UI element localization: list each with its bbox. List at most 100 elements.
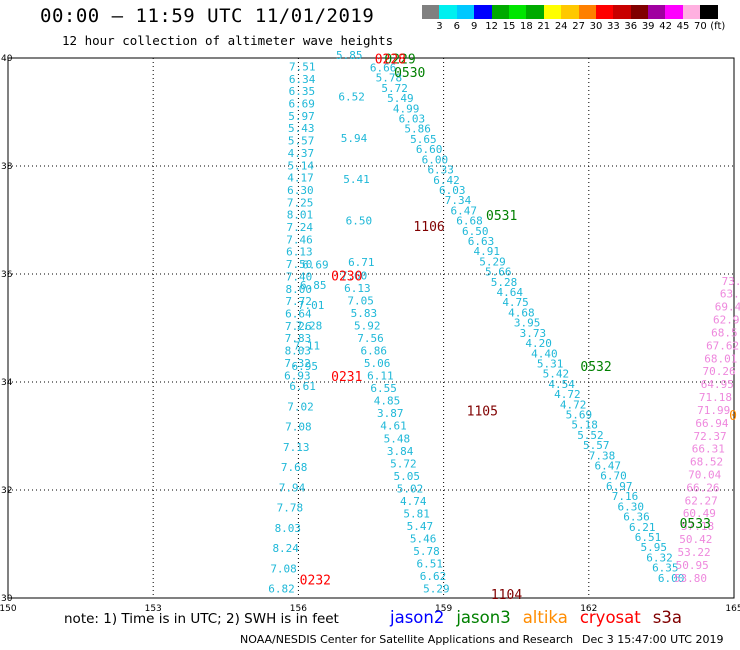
wave-height-value: 4.85 [374, 395, 401, 408]
latitude-tick-label: 40 [1, 54, 13, 64]
wave-height-value: 7.01 [298, 299, 325, 312]
pass-time-label: 1105 [467, 404, 498, 419]
wave-height-value: 4.72 [554, 388, 581, 401]
wave-height-value: 3.73 [520, 327, 547, 340]
satellite-legend-item: s3a [652, 608, 682, 627]
wave-height-value: 5.14 [287, 159, 314, 172]
wave-height-value: 6.30 [287, 184, 314, 197]
wave-height-value: 7.68 [281, 461, 308, 474]
wave-height-value: 7.40 [286, 270, 313, 283]
legend-swatch [682, 5, 701, 19]
wave-height-value: 7.94 [279, 481, 306, 494]
wave-height-value: 4.20 [525, 337, 552, 350]
wave-height-value: 8.03 [275, 522, 302, 535]
wave-height-value: 6.34 [289, 73, 316, 86]
legend-swatch [630, 5, 649, 19]
wave-height-value: 6.82 [268, 583, 295, 596]
wave-height-value: 6.21 [629, 521, 656, 534]
legend-swatch [422, 5, 440, 19]
wave-height-value: 5.66 [485, 266, 512, 279]
legend-label: 9 [471, 21, 478, 32]
wave-height-value: 6.03 [439, 184, 466, 197]
wave-height-value: 7.25 [287, 196, 314, 209]
pass-time-label: 0229 [384, 52, 415, 67]
latitude-tick-label: 34 [1, 378, 13, 388]
pass-time-label: 1106 [413, 220, 444, 235]
legend-swatch [613, 5, 631, 19]
wave-height-value: 5.57 [288, 135, 315, 148]
pass-time-label: 1104 [491, 588, 522, 603]
wave-height-value: 5.48 [384, 432, 411, 445]
wave-height-value: 6.00 [422, 153, 449, 166]
wave-height-value: 7.51 [289, 60, 316, 73]
wave-height-value: 5.47 [407, 520, 434, 533]
latitude-tick-label: 32 [1, 486, 12, 496]
wave-height-value: 6.13 [344, 282, 371, 295]
wave-height-value: 5.49 [387, 92, 414, 105]
wave-height-value: 6.50 [346, 215, 373, 228]
wave-height-value: 63. [720, 288, 740, 301]
wave-height-value: 6.66 [370, 62, 397, 75]
legend-label: 18 [520, 21, 533, 32]
satellite-legend: jason2 jason3 altika cryosat s3a [390, 608, 694, 627]
wave-height-value: 6.50 [462, 225, 489, 238]
wave-height-value: 7.02 [287, 400, 314, 413]
legend-label: 30 [589, 21, 603, 32]
legend-label: 70 [694, 21, 707, 32]
wave-height-value: 6.35 [289, 85, 316, 98]
wave-height-value: 4.75 [502, 296, 529, 309]
wave-height-value: 5.57 [583, 439, 610, 452]
wave-height-value: 50.95 [676, 559, 709, 572]
footer-note: note: 1) Time is in UTC; 2) SWH is in fe… [64, 611, 339, 627]
wave-height-value: 5.05 [393, 470, 420, 483]
legend-swatch [508, 5, 527, 19]
wave-height-value: 64.95 [701, 378, 734, 391]
color-scale-legend [422, 5, 718, 19]
wave-height-value: 5.06 [364, 357, 391, 370]
legend-label: 36 [624, 21, 638, 32]
longitude-tick-label: 159 [435, 604, 452, 614]
legend-swatch [491, 5, 509, 19]
wave-height-value: 60.49 [683, 507, 716, 520]
wave-height-value: 6.52 [338, 90, 365, 103]
wave-height-value: 7.50 [286, 258, 313, 271]
wave-height-value: 5.65 [410, 133, 437, 146]
wave-height-value: 5.46 [410, 532, 437, 545]
wave-height-value: 5.52 [577, 429, 604, 442]
legend-swatch [578, 5, 596, 19]
wave-height-value: 7.72 [285, 295, 312, 308]
wave-height-value: 7.56 [357, 332, 384, 345]
wave-height-value: 68.52 [690, 456, 723, 469]
wave-height-value: 4.54 [548, 378, 575, 391]
legend-label: 45 [676, 21, 690, 32]
wave-height-value: 5.69 [566, 409, 593, 422]
wave-height-value: 62.9 [713, 314, 740, 327]
wave-height-value: 6.36 [623, 511, 650, 524]
wave-height-value: 3.87 [377, 407, 404, 420]
legend-swatch [700, 5, 718, 19]
wave-height-value: 5.31 [537, 357, 564, 370]
wave-height-value: 6.70 [600, 470, 627, 483]
wave-height-value: 7.24 [287, 221, 314, 234]
wave-height-value: 7.38 [589, 449, 616, 462]
wave-height-value: 8.24 [272, 542, 299, 555]
wave-height-value: 6.30 [618, 500, 645, 513]
wave-height-value: 7.08 [285, 421, 312, 434]
wave-height-value: 5.18 [571, 419, 598, 432]
wave-height-value: 6.60 [416, 143, 443, 156]
pass-time-label: 0232 [300, 574, 331, 589]
wave-height-value: 7.11 [294, 340, 321, 353]
wave-height-value: 8.03 [285, 345, 312, 358]
wave-height-value: 6.71 [348, 256, 375, 269]
legend-label: 12 [485, 21, 498, 32]
wave-height-value: 7.32 [284, 357, 311, 370]
wave-height-value: 5.78 [376, 72, 403, 85]
wave-height-value: 5.95 [641, 541, 668, 554]
wave-height-value: 5.83 [351, 307, 378, 320]
wave-height-value: 68.01 [704, 352, 737, 365]
wave-height-value: 71.18 [699, 391, 732, 404]
wave-height-value: 6.11 [367, 370, 394, 383]
wave-height-value: 71.99 [697, 404, 730, 417]
satellite-legend-item: altika [522, 608, 568, 627]
